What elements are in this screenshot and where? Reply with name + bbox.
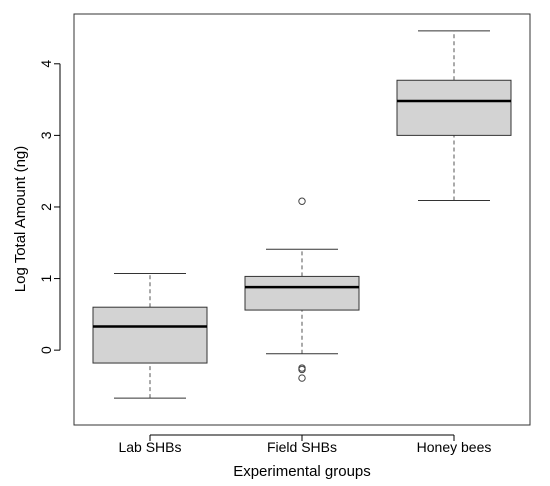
- x-tick-label: Field SHBs: [267, 439, 337, 455]
- outlier-point: [298, 365, 306, 374]
- outlier-point: [298, 197, 306, 205]
- box-group: [396, 30, 512, 202]
- x-tick-label: Lab SHBs: [118, 439, 181, 455]
- y-tick-label: 1: [38, 274, 54, 282]
- plot-frame: [73, 13, 531, 426]
- box-iqr: [92, 306, 208, 364]
- box-group: [92, 273, 208, 399]
- y-tick-label: 2: [38, 203, 54, 211]
- x-axis-label: Experimental groups: [233, 463, 371, 480]
- x-tick-label: Honey bees: [417, 439, 492, 455]
- outlier-point: [298, 374, 306, 382]
- y-axis-label: Log Total Amount (ng): [12, 146, 29, 292]
- box-iqr: [396, 79, 512, 136]
- x-axis: Lab SHBs Field SHBs Honey bees: [118, 434, 492, 455]
- box-series: [92, 30, 512, 399]
- y-tick-label: 4: [38, 60, 54, 68]
- y-tick-label: 0: [38, 346, 54, 354]
- box-iqr: [244, 275, 360, 311]
- y-axis: 0 1 2 3 4: [38, 60, 61, 354]
- y-tick-label: 3: [38, 131, 54, 139]
- box-group: [244, 197, 360, 382]
